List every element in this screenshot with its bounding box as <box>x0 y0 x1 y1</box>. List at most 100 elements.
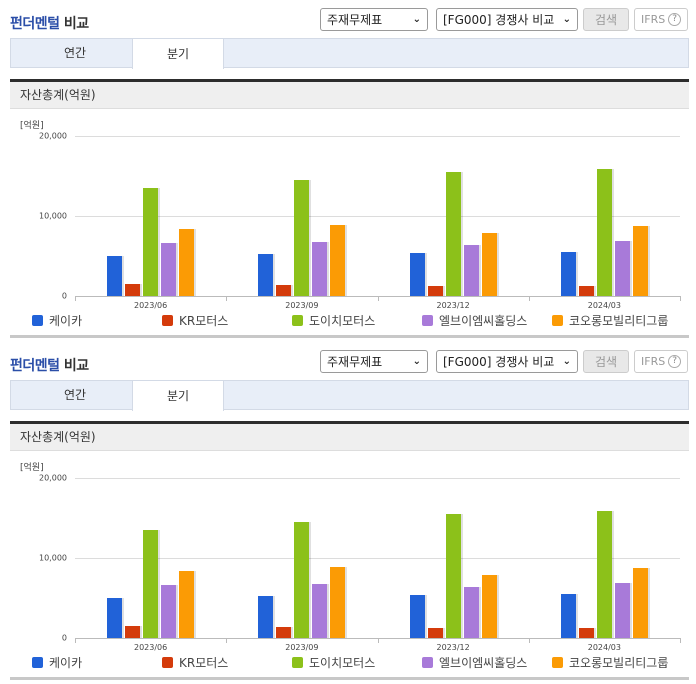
legend-swatch-icon <box>292 657 303 668</box>
x-tick <box>75 296 76 301</box>
bar[interactable] <box>294 179 310 296</box>
bar[interactable] <box>409 595 425 638</box>
legend-label: 케이카 <box>49 314 83 328</box>
bar[interactable] <box>294 521 310 638</box>
legend-item[interactable]: 도이치모터스 <box>292 654 375 671</box>
bar[interactable] <box>125 625 140 638</box>
search-button-label: 검색 <box>594 355 618 369</box>
legend-item[interactable]: 엘브이엠씨홀딩스 <box>422 312 527 329</box>
legend-item[interactable]: 코오롱모빌리티그룹 <box>552 654 668 671</box>
x-tick <box>528 296 530 301</box>
bar[interactable] <box>445 513 461 638</box>
search-button[interactable]: 검색 <box>583 350 629 373</box>
bar[interactable] <box>409 253 425 296</box>
gridline <box>75 215 680 217</box>
bar[interactable] <box>596 169 612 296</box>
bar[interactable] <box>427 627 443 638</box>
bar[interactable] <box>107 255 122 296</box>
bar[interactable] <box>143 187 158 296</box>
bar[interactable] <box>481 575 497 638</box>
ifrs-button[interactable]: IFRS ? <box>634 350 688 373</box>
section-divider <box>10 335 689 338</box>
legend-item[interactable]: KR모터스 <box>162 312 228 329</box>
bar[interactable] <box>258 596 274 638</box>
search-button[interactable]: 검색 <box>583 8 629 31</box>
title-highlight: 펀더멘털 <box>10 16 60 32</box>
y-tick-label: 10,000 <box>39 211 67 221</box>
bar[interactable] <box>560 251 576 296</box>
legend-item[interactable]: 엘브이엠씨홀딩스 <box>422 654 527 671</box>
bar[interactable] <box>614 241 630 296</box>
bar[interactable] <box>578 627 594 638</box>
chart-legend: 케이카 KR모터스 도이치모터스 엘브이엠씨홀딩스 코오롱모빌리티그룹 <box>0 654 696 670</box>
legend-label: KR모터스 <box>179 656 229 670</box>
bar[interactable] <box>596 511 612 638</box>
bar[interactable] <box>463 245 479 296</box>
bar[interactable] <box>179 229 194 296</box>
metric-header: 자산총계(억원) <box>10 421 689 451</box>
legend-item[interactable]: 코오롱모빌리티그룹 <box>552 312 668 329</box>
statement-type-select[interactable]: 주재무제표 ⌄ <box>320 8 428 31</box>
x-category-label: 2023/12 <box>436 643 470 652</box>
tab-quarterly[interactable]: 분기 <box>132 38 224 69</box>
tab-annual[interactable]: 연간 <box>63 388 87 402</box>
bar[interactable] <box>481 233 497 296</box>
statement-type-value: 주재무제표 <box>327 13 383 27</box>
legend-item[interactable]: 케이카 <box>32 312 82 329</box>
x-category-label: 2023/09 <box>285 301 319 310</box>
bar[interactable] <box>560 593 576 638</box>
statement-type-select[interactable]: 주재무제표 ⌄ <box>320 350 428 373</box>
bar[interactable] <box>161 243 176 296</box>
bar[interactable] <box>161 585 176 638</box>
comparison-group-select[interactable]: [FG000] 경쟁사 비교 ⌄ <box>436 350 578 373</box>
ifrs-button[interactable]: IFRS ? <box>634 8 688 31</box>
bar[interactable] <box>463 587 479 638</box>
x-tick <box>377 296 379 301</box>
bar[interactable] <box>578 285 594 296</box>
x-tick <box>680 638 681 643</box>
chevron-down-icon: ⌄ <box>412 14 421 25</box>
bar[interactable] <box>125 283 140 296</box>
legend-item[interactable]: 도이치모터스 <box>292 312 375 329</box>
title-text: 비교 <box>63 16 89 32</box>
y-tick-label: 0 <box>61 633 67 643</box>
comparison-group-value: [FG000] 경쟁사 비교 <box>443 13 555 27</box>
chevron-down-icon: ⌄ <box>562 356 571 367</box>
bar[interactable] <box>632 226 648 296</box>
legend-item[interactable]: 케이카 <box>32 654 82 671</box>
bar[interactable] <box>614 583 630 638</box>
bar[interactable] <box>276 626 292 638</box>
legend-swatch-icon <box>422 657 433 668</box>
bar[interactable] <box>312 242 328 296</box>
y-tick-label: 10,000 <box>39 553 67 563</box>
tab-annual[interactable]: 연간 <box>63 46 87 60</box>
legend-swatch-icon <box>162 657 173 668</box>
bar[interactable] <box>143 529 158 638</box>
bar[interactable] <box>427 285 443 296</box>
period-tabs: 연간 분기 <box>10 38 689 69</box>
bar[interactable] <box>632 568 648 638</box>
bar[interactable] <box>445 171 461 296</box>
bar[interactable] <box>276 284 292 296</box>
title-highlight: 펀더멘털 <box>10 358 60 374</box>
section-title: 펀더멘털 비교 <box>10 13 89 33</box>
help-icon[interactable]: ? <box>668 13 681 26</box>
bar[interactable] <box>258 254 274 296</box>
legend-item[interactable]: KR모터스 <box>162 654 228 671</box>
bar[interactable] <box>330 566 346 638</box>
bar[interactable] <box>330 224 346 296</box>
bar[interactable] <box>312 584 328 638</box>
legend-swatch-icon <box>292 315 303 326</box>
bar[interactable] <box>107 597 122 638</box>
legend-swatch-icon <box>32 315 43 326</box>
help-icon[interactable]: ? <box>668 355 681 368</box>
ifrs-label: IFRS <box>641 13 666 26</box>
legend-label: 도이치모터스 <box>309 314 376 328</box>
x-category-label: 2023/06 <box>134 301 168 310</box>
search-button-label: 검색 <box>594 13 618 27</box>
comparison-group-select[interactable]: [FG000] 경쟁사 비교 ⌄ <box>436 8 578 31</box>
legend-swatch-icon <box>552 657 563 668</box>
legend-label: 도이치모터스 <box>309 656 376 670</box>
tab-quarterly[interactable]: 분기 <box>132 380 224 411</box>
bar[interactable] <box>179 571 194 638</box>
